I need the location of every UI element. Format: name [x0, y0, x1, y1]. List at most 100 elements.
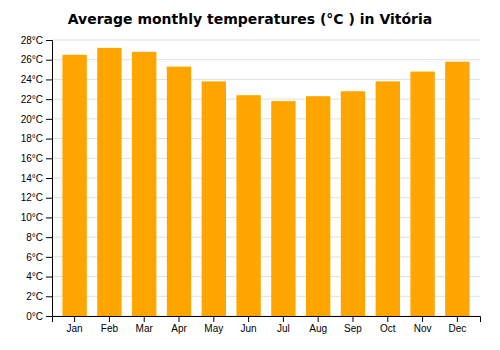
tick: 18°C — [21, 133, 52, 144]
tick-label: 6°C — [26, 252, 43, 263]
bar — [97, 48, 121, 316]
tick-mark — [422, 316, 423, 322]
tick: Jan — [67, 316, 83, 334]
tick-label: Mar — [136, 323, 154, 334]
bar — [410, 72, 434, 316]
bar — [167, 67, 191, 316]
chart-svg: 0°C2°C4°C6°C8°C10°C12°C14°C16°C18°C20°C2… — [0, 0, 500, 350]
plot-area: 0°C2°C4°C6°C8°C10°C12°C14°C16°C18°C20°C2… — [21, 35, 481, 334]
tick-mark — [46, 119, 52, 120]
tick-mark — [457, 316, 458, 322]
tick-label: 22°C — [21, 94, 43, 105]
tick: Apr — [171, 316, 187, 334]
tick: 0°C — [26, 311, 52, 322]
tick-mark — [283, 316, 284, 322]
tick-mark — [74, 316, 75, 322]
tick-mark — [109, 316, 110, 322]
tick-label: 8°C — [26, 232, 43, 243]
tick: 26°C — [21, 54, 52, 65]
tick: 12°C — [21, 192, 52, 203]
tick: 28°C — [21, 35, 52, 46]
tick-label: 4°C — [26, 271, 43, 282]
tick-mark — [352, 316, 353, 322]
grid — [52, 40, 480, 316]
tick-label: 26°C — [21, 54, 43, 65]
bar — [62, 55, 86, 316]
tick: May — [204, 316, 223, 334]
bar — [202, 81, 226, 316]
tick-label: 2°C — [26, 291, 43, 302]
bar — [236, 95, 260, 316]
tick-label: 0°C — [26, 311, 43, 322]
tick: Jul — [277, 316, 290, 334]
tick: 8°C — [26, 232, 52, 243]
tick: 10°C — [21, 212, 52, 223]
tick: 2°C — [26, 291, 52, 302]
tick-mark — [46, 178, 52, 179]
tick-label: Nov — [414, 323, 432, 334]
tick-mark — [46, 237, 52, 238]
tick-mark — [179, 316, 180, 322]
bar — [341, 91, 365, 316]
tick-label: 16°C — [21, 153, 43, 164]
tick: 14°C — [21, 173, 52, 184]
bars — [62, 48, 469, 316]
tick-label: Dec — [448, 323, 466, 334]
tick: 16°C — [21, 153, 52, 164]
tick: 24°C — [21, 74, 52, 85]
tick-label: 10°C — [21, 212, 43, 223]
tick-mark — [248, 316, 249, 322]
tick: Aug — [309, 316, 327, 334]
tick: 6°C — [26, 252, 52, 263]
tick-label: Jan — [67, 323, 83, 334]
tick: Oct — [380, 316, 396, 334]
tick-mark — [318, 316, 319, 322]
tick: Mar — [136, 316, 154, 334]
bar — [271, 101, 295, 316]
tick-mark — [46, 316, 52, 317]
tick-mark — [144, 316, 145, 322]
tick-mark — [46, 60, 52, 61]
grid-line — [52, 40, 480, 41]
tick-label: Apr — [171, 323, 187, 334]
tick-label: Oct — [380, 323, 396, 334]
tick-label: May — [204, 323, 223, 334]
axis-line — [53, 317, 481, 323]
bar — [445, 62, 469, 316]
y-axis: 0°C2°C4°C6°C8°C10°C12°C14°C16°C18°C20°C2… — [21, 35, 53, 322]
tick-mark — [213, 316, 214, 322]
tick-mark — [46, 277, 52, 278]
tick-mark — [46, 99, 52, 100]
tick-label: Jul — [277, 323, 290, 334]
axis-line — [46, 41, 53, 317]
tick-label: Sep — [344, 323, 362, 334]
tick-label: 18°C — [21, 133, 43, 144]
bar — [376, 81, 400, 316]
tick-mark — [46, 257, 52, 258]
tick-label: 28°C — [21, 35, 43, 46]
tick-mark — [46, 139, 52, 140]
tick-mark — [46, 198, 52, 199]
tick-mark — [387, 316, 388, 322]
x-axis: Jan Feb Mar Apr May Jun Jul Aug Sep Oct Nov Dec — [53, 316, 481, 334]
tick-mark — [46, 79, 52, 80]
tick-label: 24°C — [21, 74, 43, 85]
tick: Dec — [448, 316, 466, 334]
tick-label: 14°C — [21, 173, 43, 184]
tick: Jun — [241, 316, 257, 334]
tick-mark — [46, 40, 52, 41]
tick-label: Jun — [241, 323, 257, 334]
tick: 22°C — [21, 94, 52, 105]
bar — [306, 96, 330, 316]
tick: 4°C — [26, 271, 52, 282]
tick-mark — [46, 296, 52, 297]
tick-mark — [46, 217, 52, 218]
title: Average monthly temperatures (°C ) in Vi… — [68, 11, 433, 27]
tick-mark — [46, 158, 52, 159]
tick-label: Aug — [309, 323, 327, 334]
bar — [132, 52, 156, 316]
tick: Nov — [414, 316, 432, 334]
tick-label: Feb — [101, 323, 119, 334]
tick: Feb — [101, 316, 119, 334]
tick-label: 12°C — [21, 192, 43, 203]
